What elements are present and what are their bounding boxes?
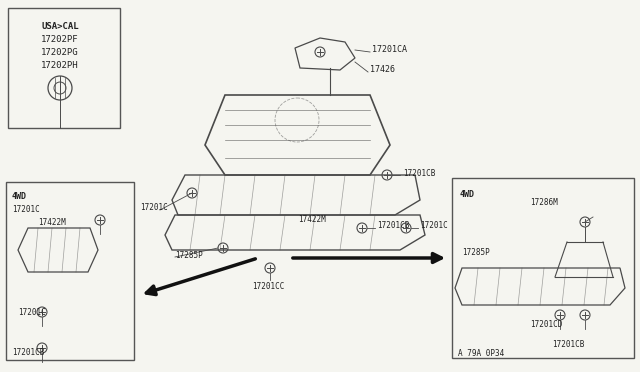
Bar xyxy=(8,8,120,128)
Text: 17202PG: 17202PG xyxy=(41,48,79,57)
Text: 17201CC: 17201CC xyxy=(252,282,284,291)
Text: 17201C: 17201C xyxy=(140,203,168,212)
Bar xyxy=(452,178,634,358)
Text: USA>CAL: USA>CAL xyxy=(41,22,79,31)
Text: 17422M: 17422M xyxy=(38,218,66,227)
Text: 17422M: 17422M xyxy=(298,215,326,224)
Text: 17201CA: 17201CA xyxy=(372,45,407,55)
Text: 17426: 17426 xyxy=(370,65,395,74)
Text: 17201CB: 17201CB xyxy=(552,340,584,349)
Text: 17202PF: 17202PF xyxy=(41,35,79,44)
Text: 17201CB: 17201CB xyxy=(403,169,435,177)
Text: 17201CB: 17201CB xyxy=(12,348,44,357)
Text: 17201C: 17201C xyxy=(420,221,448,231)
Text: 17201CD: 17201CD xyxy=(530,320,563,329)
Text: A 79A 0P34: A 79A 0P34 xyxy=(458,349,504,358)
Text: 17201C: 17201C xyxy=(18,308,45,317)
Text: 17201C: 17201C xyxy=(12,205,40,214)
Text: 4WD: 4WD xyxy=(12,192,27,201)
Text: 17285P: 17285P xyxy=(175,251,203,260)
Text: 17285P: 17285P xyxy=(462,248,490,257)
Text: 4WD: 4WD xyxy=(460,190,475,199)
Text: 17202PH: 17202PH xyxy=(41,61,79,70)
Bar xyxy=(6,182,134,360)
Text: 17286M: 17286M xyxy=(530,198,557,207)
Text: 17201CB: 17201CB xyxy=(377,221,410,231)
